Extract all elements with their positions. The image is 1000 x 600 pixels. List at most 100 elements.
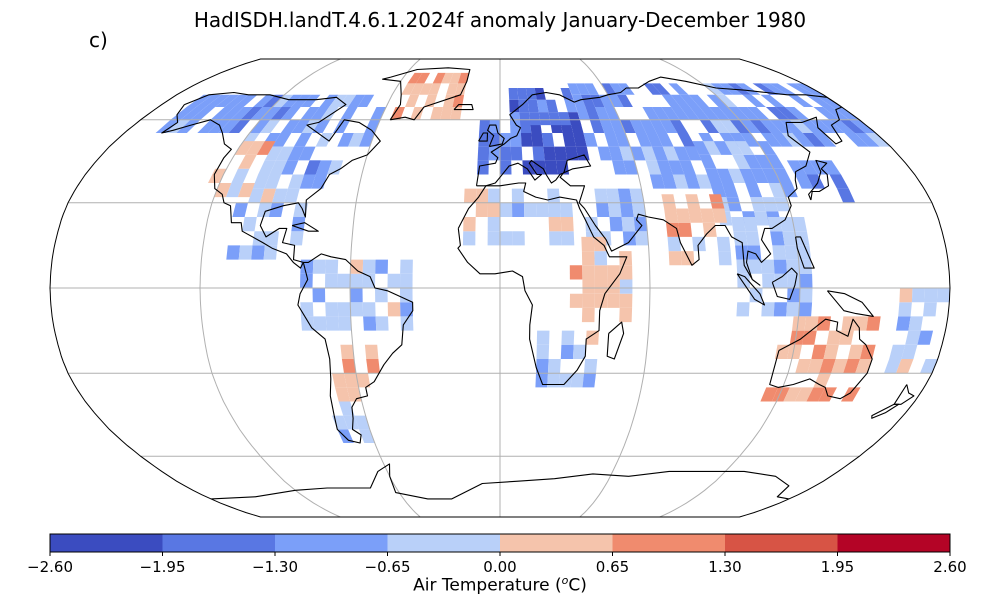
anomaly-cell (760, 83, 788, 95)
anomaly-cell (430, 107, 443, 120)
anomaly-cell (649, 119, 667, 133)
anomaly-cell (487, 231, 500, 246)
anomaly-cell (446, 83, 458, 95)
anomaly-cell (582, 265, 595, 280)
anomaly-cell (584, 83, 599, 95)
anomaly-cell (284, 188, 300, 203)
colorbar (49, 533, 951, 556)
anomaly-cell (293, 133, 313, 147)
anomaly-cell (905, 330, 921, 345)
anomaly-cell (923, 302, 937, 317)
anomaly-cell (645, 160, 662, 175)
anomaly-cell (337, 302, 351, 317)
anomaly-cell (666, 222, 680, 237)
anomaly-cell (350, 273, 363, 288)
anomaly-cell (612, 160, 627, 175)
anomaly-cell (313, 316, 327, 331)
anomaly-cell (676, 208, 691, 223)
anomaly-cell (750, 197, 767, 212)
anomaly-cell (449, 72, 462, 84)
anomaly-cell (715, 94, 738, 107)
anomaly-cell (813, 373, 832, 388)
anomaly-cell (520, 133, 533, 147)
anomaly-cell (688, 208, 703, 223)
anomaly-cell (245, 141, 265, 155)
anomaly-cell (798, 160, 818, 175)
anomaly-cell (558, 112, 572, 126)
anomaly-cell (549, 231, 562, 246)
anomaly-cell (335, 387, 351, 402)
anomaly-cell (924, 288, 938, 303)
anomaly-cell (363, 316, 377, 331)
anomaly-cell (841, 316, 856, 331)
anomaly-cell (536, 202, 549, 217)
anomaly-cell (849, 119, 876, 133)
anomaly-cell (567, 112, 582, 126)
anomaly-cell (280, 119, 301, 133)
anomaly-cell (582, 293, 595, 308)
anomaly-cell (702, 222, 717, 237)
anomaly-cell (582, 373, 596, 388)
anomaly-cell (155, 119, 181, 133)
anomaly-cell (643, 83, 662, 95)
anomaly-cell (489, 119, 500, 133)
anomaly-cell (635, 231, 649, 246)
anomaly-cell (594, 265, 608, 280)
anomaly-cell (832, 107, 860, 120)
anomaly-cell (716, 236, 731, 252)
anomaly-cell (619, 279, 633, 294)
anomaly-cell (538, 112, 551, 126)
anomaly-cell (390, 107, 405, 120)
anomaly-cell (837, 188, 856, 203)
anomaly-cell (232, 202, 248, 217)
anomaly-cell (544, 160, 558, 175)
anomaly-cell (699, 154, 717, 169)
anomaly-cell (487, 202, 500, 217)
anomaly-cell (673, 146, 691, 161)
anomaly-cell (545, 99, 559, 113)
anomaly-cell (260, 107, 282, 120)
anomaly-cell (805, 94, 833, 107)
anomaly-cell (823, 344, 839, 359)
anomaly-cell (799, 273, 813, 288)
coastline-antarctica (211, 463, 790, 500)
anomaly-cell (510, 146, 523, 161)
anomaly-cell (253, 94, 276, 107)
anomaly-cell (679, 160, 696, 175)
anomaly-cell (419, 83, 433, 95)
anomaly-cell (608, 146, 624, 161)
coastline-north-america (161, 91, 381, 269)
anomaly-cell (712, 208, 728, 223)
anomaly-cell (455, 83, 467, 95)
anomaly-cell (771, 387, 790, 402)
anomaly-cell (312, 119, 331, 133)
coastline-africa (457, 182, 628, 386)
anomaly-cell (548, 112, 561, 126)
anomaly-cell (536, 344, 550, 359)
anomaly-cell (581, 251, 595, 266)
anomaly-cell (226, 183, 244, 198)
anomaly-cell (724, 141, 744, 155)
anomaly-cell (794, 83, 824, 95)
anomaly-cell (304, 160, 321, 175)
anomaly-cell (695, 174, 713, 189)
chart-title: HadISDH.landT.4.6.1.2024f anomaly Januar… (193, 8, 807, 32)
anomaly-cell (760, 387, 779, 402)
anomaly-cell (708, 194, 725, 209)
anomaly-cell (166, 119, 191, 133)
anomaly-cell (270, 107, 292, 120)
anomaly-cell (180, 107, 206, 120)
gridlines-layer (50, 59, 950, 517)
anomaly-cell (754, 154, 774, 169)
colorbar-segment (612, 534, 726, 552)
anomaly-cell (787, 94, 814, 107)
anomaly-cell (670, 107, 690, 120)
anomaly-cell (260, 188, 277, 203)
anomaly-cell (661, 107, 680, 120)
anomaly-cell (814, 94, 842, 107)
anomaly-cell (769, 119, 793, 133)
anomaly-cell (475, 202, 488, 217)
anomaly-cell (642, 107, 660, 120)
anomaly-cell (541, 133, 555, 147)
anomaly-cell (366, 359, 380, 374)
